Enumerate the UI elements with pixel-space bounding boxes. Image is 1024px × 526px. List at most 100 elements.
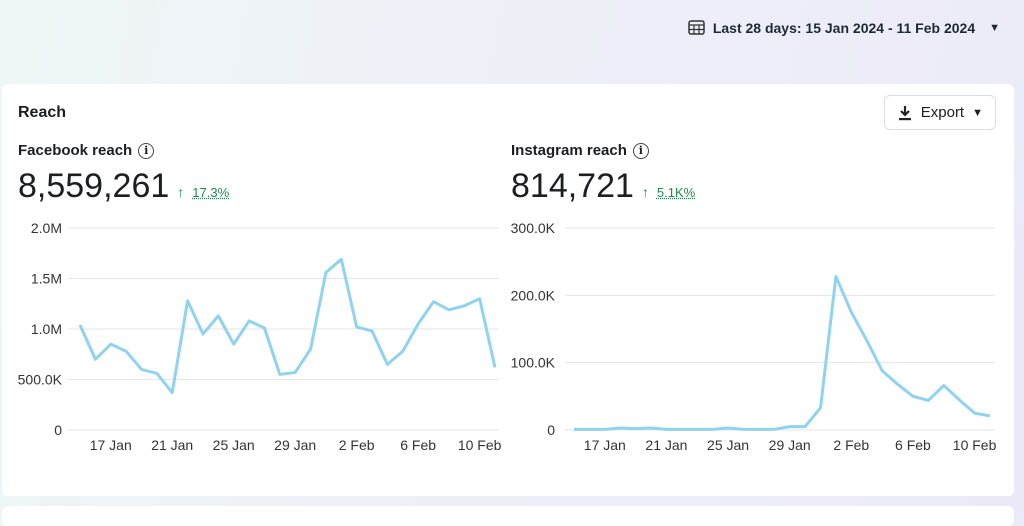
data-point[interactable]: [969, 407, 981, 419]
data-point[interactable]: [289, 366, 301, 378]
data-point[interactable]: [815, 402, 827, 414]
info-icon[interactable]: i: [138, 142, 155, 159]
data-point[interactable]: [474, 293, 486, 305]
data-point[interactable]: [614, 422, 626, 434]
data-point[interactable]: [212, 310, 224, 322]
data-point[interactable]: [120, 345, 132, 357]
y-tick-label: 1.0M: [31, 321, 62, 337]
y-tick-label: 0: [54, 422, 62, 438]
y-tick-label: 2.0M: [31, 220, 62, 236]
data-point[interactable]: [105, 338, 117, 350]
data-point[interactable]: [938, 380, 950, 392]
arrow-up-icon: ↑: [641, 184, 649, 200]
facebook-reach-value: 8,559,261: [18, 167, 170, 205]
series-line: [574, 274, 991, 431]
data-point[interactable]: [845, 306, 857, 318]
y-tick-label: 100.0K: [511, 355, 556, 371]
facebook-reach-chart: 0 500.0K 1.0M 1.5M 2.0M 17 Jan 21 Jan 25 Jan 29 …: [18, 220, 502, 453]
instagram-reach-delta[interactable]: 5.1K%: [656, 185, 696, 200]
arrow-up-icon: ↑: [177, 184, 185, 200]
export-button[interactable]: Export ▼: [883, 95, 996, 130]
x-tick-label: 25 Jan: [707, 437, 749, 453]
data-point[interactable]: [830, 270, 842, 282]
data-point[interactable]: [89, 353, 101, 365]
data-point[interactable]: [151, 367, 163, 379]
x-tick-label: 10 Feb: [953, 437, 997, 453]
data-point[interactable]: [568, 423, 580, 435]
instagram-metric: Instagram reach i 814,721 ↑ 5.1K%: [511, 142, 695, 206]
next-card: [2, 506, 1014, 526]
data-point[interactable]: [74, 319, 86, 331]
data-point[interactable]: [599, 423, 611, 435]
data-point[interactable]: [799, 421, 811, 433]
data-point[interactable]: [197, 328, 209, 340]
data-point[interactable]: [228, 338, 240, 350]
date-range-label: Last 28 days: 15 Jan 2024 - 11 Feb 2024: [712, 19, 976, 36]
date-range-picker[interactable]: Last 28 days: 15 Jan 2024 - 11 Feb 2024 …: [688, 19, 1000, 36]
data-point[interactable]: [351, 321, 363, 333]
data-point[interactable]: [489, 361, 501, 373]
data-point[interactable]: [274, 368, 286, 380]
data-point[interactable]: [305, 343, 317, 355]
info-icon[interactable]: i: [632, 142, 649, 159]
data-point[interactable]: [583, 423, 595, 435]
facebook-metric: Facebook reach i 8,559,261 ↑ 17.3%: [18, 142, 229, 206]
data-point[interactable]: [861, 334, 873, 346]
data-point[interactable]: [737, 423, 749, 435]
calendar-icon: [688, 20, 705, 35]
data-point[interactable]: [953, 394, 965, 406]
data-point[interactable]: [984, 410, 996, 422]
y-tick-label: 300.0K: [511, 220, 556, 236]
x-tick-label: 6 Feb: [895, 437, 931, 453]
card-title: Reach: [18, 104, 67, 121]
data-point[interactable]: [784, 421, 796, 433]
data-point[interactable]: [320, 266, 332, 278]
data-point[interactable]: [412, 318, 424, 330]
caret-down-icon: ▼: [972, 106, 983, 119]
x-tick-label: 17 Jan: [584, 437, 626, 453]
data-point[interactable]: [630, 423, 642, 435]
data-point[interactable]: [182, 295, 194, 307]
data-point[interactable]: [907, 390, 919, 402]
x-tick-label: 2 Feb: [339, 437, 375, 453]
data-point[interactable]: [753, 423, 765, 435]
facebook-reach-delta[interactable]: 17.3%: [192, 185, 230, 200]
data-point[interactable]: [397, 345, 409, 357]
data-point[interactable]: [660, 423, 672, 435]
data-point[interactable]: [458, 300, 470, 312]
x-tick-label: 21 Jan: [151, 437, 193, 453]
instagram-reach-label: Instagram reach: [511, 142, 627, 159]
data-point[interactable]: [892, 378, 904, 390]
data-point[interactable]: [166, 387, 178, 399]
data-point[interactable]: [645, 422, 657, 434]
caret-down-icon: ▼: [989, 21, 1000, 34]
data-point[interactable]: [381, 358, 393, 370]
data-point[interactable]: [691, 423, 703, 435]
data-point[interactable]: [258, 322, 270, 334]
x-tick-label: 25 Jan: [213, 437, 255, 453]
data-point[interactable]: [722, 422, 734, 434]
data-point[interactable]: [876, 365, 888, 377]
x-tick-label: 2 Feb: [833, 437, 869, 453]
facebook-reach-label: Facebook reach: [18, 142, 133, 159]
data-point[interactable]: [366, 325, 378, 337]
x-tick-label: 21 Jan: [645, 437, 687, 453]
data-point[interactable]: [443, 304, 455, 316]
data-point[interactable]: [922, 394, 934, 406]
data-point[interactable]: [707, 423, 719, 435]
download-icon: [898, 105, 911, 120]
data-point[interactable]: [135, 363, 147, 375]
data-point[interactable]: [243, 315, 255, 327]
data-point[interactable]: [768, 423, 780, 435]
data-point[interactable]: [428, 296, 440, 308]
data-point[interactable]: [676, 423, 688, 435]
instagram-reach-chart: 0 100.0K 200.0K 300.0K 17 Jan 21 Jan 25 Jan 29 …: [511, 220, 997, 453]
series-line: [78, 257, 497, 395]
x-tick-label: 17 Jan: [90, 437, 132, 453]
x-tick-label: 29 Jan: [769, 437, 811, 453]
reach-card: Reach Export ▼ Facebook reach i 8,559,261…: [2, 84, 1014, 496]
x-tick-label: 6 Feb: [400, 437, 436, 453]
x-tick-label: 10 Feb: [458, 437, 502, 453]
y-tick-label: 0: [547, 422, 555, 438]
data-point[interactable]: [335, 253, 347, 265]
